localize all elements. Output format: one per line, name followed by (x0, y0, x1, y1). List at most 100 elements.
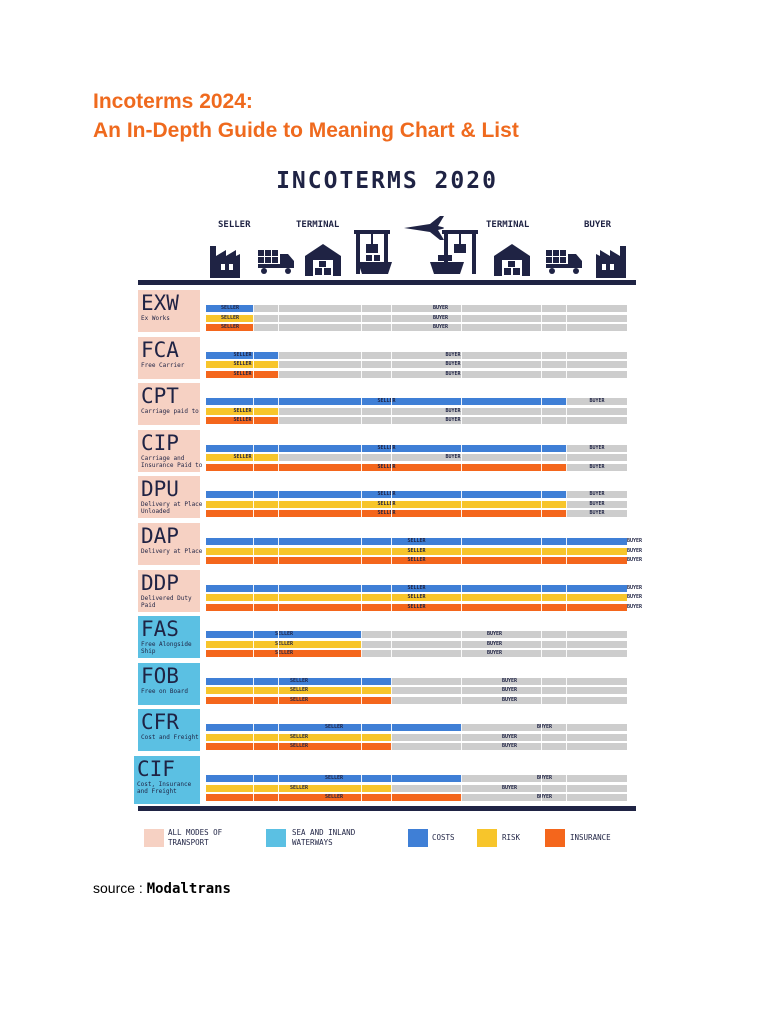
dap-costs-seller-segment (206, 538, 627, 545)
exw-risk-buyer-label: BUYER (432, 314, 449, 321)
fas-costs-buyer-segment (362, 631, 627, 639)
dpu-costs-seller-label: SELLER (377, 491, 396, 498)
term-band-fas (138, 616, 200, 659)
legend-label-line-1: ALL MODES OF (168, 828, 223, 837)
legend-label-line-1: SEA AND INLAND (292, 828, 356, 837)
warehouse-destination-icon (494, 244, 530, 276)
cif-insurance-buyer-segment (462, 794, 627, 801)
cpt-insurance-seller-label: SELLER (233, 417, 252, 424)
cif-insurance-seller-label: SELLER (324, 794, 344, 800)
legend-label-line-2: TRANSPORT (168, 838, 209, 847)
term-name-cip: Carriage and Insurance Paid to (141, 454, 203, 469)
cpt-risk-buyer-segment (279, 407, 627, 415)
fas-risk-seller-segment (206, 640, 362, 648)
dpu-risk-seller-label: SELLER (377, 500, 396, 507)
fca-risk-buyer-label: BUYER (445, 361, 461, 368)
airplane-icon (404, 216, 444, 240)
term-band-exw (138, 290, 200, 332)
cif-costs-buyer-segment (462, 775, 627, 782)
cip-costs-buyer-segment (567, 444, 627, 452)
legend-label-all_modes: ALL MODES OF TRANSPORT (168, 828, 222, 848)
cip-insurance-seller-segment (206, 463, 567, 471)
legend-label-line-2: WATERWAYS (292, 838, 333, 847)
term-name-cif: Cost, Insurance and Freight (137, 781, 192, 795)
term-name-dap: Delivery at Place (141, 548, 203, 555)
dpu-risk-buyer-segment (567, 500, 627, 508)
truck-destination-icon (546, 250, 582, 274)
term-code-exw: EXW (141, 291, 179, 315)
cfr-costs-buyer-segment (462, 724, 627, 732)
stage-label-buyer: BUYER (584, 220, 612, 230)
fas-insurance-buyer-segment (362, 650, 627, 658)
crane-ship-destination-icon (430, 230, 478, 274)
dpu-risk-seller-segment (206, 500, 567, 508)
fob-risk-buyer-label: BUYER (501, 687, 518, 694)
fas-risk-buyer-label: BUYER (486, 640, 503, 647)
term-code-fob: FOB (141, 663, 179, 688)
cfr-costs-seller-segment (206, 724, 462, 732)
legend-swatch-risk (477, 829, 497, 847)
exw-insurance-buyer-label: BUYER (432, 324, 449, 330)
term-code-cfr: CFR (141, 710, 179, 735)
cip-costs-buyer-label: BUYER (589, 444, 605, 451)
fas-risk-seller-label: SELLER (274, 640, 294, 647)
term-code-dpu: DPU (141, 477, 179, 502)
cif-costs-buyer-label: BUYER (536, 775, 553, 781)
transfer-gridline (361, 290, 364, 802)
fob-insurance-seller-segment (206, 696, 392, 704)
ddp-risk-seller-segment (206, 594, 627, 602)
fob-risk-seller-label: SELLER (289, 687, 309, 694)
chart-title: INCOTERMS 2020 (276, 168, 498, 194)
term-band-ddp (138, 569, 200, 612)
cif-risk-seller-segment (206, 784, 392, 792)
fca-costs-seller-label: SELLER (233, 351, 252, 358)
page-title: Incoterms 2024: An In-Depth Guide to Mea… (93, 87, 519, 145)
cfr-insurance-seller-segment (206, 743, 392, 751)
fca-insurance-buyer-label: BUYER (445, 370, 461, 377)
cfr-insurance-buyer-segment (392, 743, 627, 751)
term-name-fas: Free Alongside Ship (141, 641, 192, 656)
crane-ship-origin-icon (354, 230, 392, 274)
stage-label-terminal-destination: TERMINAL (486, 220, 530, 230)
transport-icons-row (210, 216, 626, 278)
dpu-costs-seller-segment (206, 491, 567, 499)
term-band-cpt (138, 383, 200, 426)
page-title-line-2: An In-Depth Guide to Meaning Chart & Lis… (93, 119, 519, 142)
fca-costs-buyer-label: BUYER (445, 351, 461, 358)
fca-costs-buyer-segment (279, 351, 627, 359)
term-code-dap: DAP (141, 524, 179, 548)
cpt-costs-buyer-label: BUYER (589, 398, 605, 405)
dpu-costs-buyer-label: BUYER (589, 491, 605, 498)
cpt-insurance-seller-segment (206, 417, 279, 425)
term-name-ddp: Delivered Duty Paid (141, 594, 192, 609)
fob-costs-buyer-label: BUYER (501, 677, 518, 684)
fas-costs-seller-label: SELLER (274, 631, 294, 638)
legend-swatch-costs (408, 829, 428, 847)
fca-insurance-seller-label: SELLER (233, 370, 252, 377)
ddp-insurance-seller-label: SELLER (407, 603, 426, 610)
cpt-costs-seller-segment (206, 398, 567, 406)
cfr-insurance-seller-label: SELLER (289, 743, 309, 750)
term-band-cfr (138, 709, 200, 752)
ddp-costs-seller-segment (206, 584, 627, 592)
dpu-risk-buyer-label: BUYER (589, 500, 605, 507)
cpt-costs-buyer-segment (567, 398, 627, 406)
cip-insurance-seller-label: SELLER (377, 463, 396, 470)
term-name-fob: Free on Board (141, 687, 188, 695)
cip-insurance-buyer-segment (567, 463, 627, 471)
cif-risk-seller-label: SELLER (289, 784, 309, 791)
fas-costs-buyer-label: BUYER (486, 631, 503, 638)
legend-swatch-sea_waterways (266, 829, 286, 847)
seller-factory-icon (210, 246, 240, 278)
cfr-risk-seller-segment (206, 733, 392, 741)
ddp-insurance-seller-segment (206, 603, 627, 611)
cfr-risk-buyer-segment (392, 733, 627, 741)
cip-risk-seller-label: SELLER (233, 454, 252, 461)
transfer-gridline (566, 290, 569, 802)
dap-risk-seller-label: SELLER (407, 547, 426, 554)
cip-costs-seller-label: SELLER (377, 444, 396, 451)
fas-risk-buyer-segment (362, 640, 627, 648)
dpu-insurance-seller-segment (206, 510, 567, 518)
transfer-gridline (461, 290, 464, 802)
cfr-risk-buyer-label: BUYER (501, 733, 518, 740)
